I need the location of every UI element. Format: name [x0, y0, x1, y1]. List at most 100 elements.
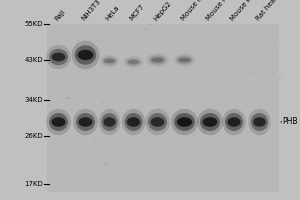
- Bar: [167, 122, 169, 123]
- Bar: [137, 176, 139, 177]
- Bar: [249, 159, 251, 160]
- Bar: [230, 145, 234, 147]
- Bar: [226, 139, 230, 140]
- Bar: [59, 144, 62, 145]
- Bar: [269, 56, 272, 57]
- Bar: [215, 72, 219, 73]
- Bar: [74, 181, 78, 182]
- Bar: [167, 109, 170, 110]
- Text: 43KD: 43KD: [24, 57, 43, 63]
- Bar: [190, 163, 194, 165]
- Bar: [67, 125, 71, 126]
- Bar: [266, 125, 271, 126]
- Ellipse shape: [177, 117, 192, 127]
- Bar: [110, 139, 111, 140]
- Bar: [166, 148, 170, 149]
- Bar: [174, 119, 177, 120]
- Bar: [148, 24, 152, 25]
- Bar: [260, 114, 263, 116]
- Bar: [142, 122, 144, 123]
- Ellipse shape: [49, 49, 68, 65]
- Bar: [103, 49, 106, 50]
- Bar: [248, 32, 250, 33]
- Bar: [191, 47, 192, 48]
- Bar: [89, 151, 91, 152]
- Text: 55KD: 55KD: [24, 21, 43, 27]
- Bar: [156, 165, 157, 167]
- Bar: [278, 77, 282, 79]
- Bar: [205, 166, 210, 167]
- Bar: [259, 155, 261, 156]
- Bar: [105, 141, 109, 142]
- Bar: [158, 59, 162, 61]
- Bar: [104, 180, 106, 181]
- Bar: [186, 170, 188, 172]
- Text: Rat heart: Rat heart: [255, 0, 280, 22]
- Bar: [138, 169, 140, 170]
- Ellipse shape: [103, 117, 116, 127]
- Ellipse shape: [174, 113, 195, 131]
- Bar: [103, 163, 108, 165]
- Bar: [119, 159, 121, 160]
- Bar: [262, 83, 266, 84]
- Ellipse shape: [251, 113, 268, 131]
- Text: 34KD: 34KD: [24, 97, 43, 103]
- Bar: [122, 157, 126, 159]
- Text: 17KD: 17KD: [24, 181, 43, 187]
- Bar: [120, 178, 122, 179]
- Bar: [162, 82, 166, 84]
- Bar: [103, 65, 104, 66]
- Bar: [84, 107, 86, 108]
- Ellipse shape: [148, 113, 167, 131]
- Bar: [244, 134, 247, 135]
- Bar: [104, 151, 108, 152]
- Bar: [157, 34, 158, 35]
- Bar: [218, 168, 220, 170]
- Bar: [144, 171, 147, 172]
- Ellipse shape: [200, 113, 220, 131]
- Bar: [268, 150, 270, 151]
- Bar: [85, 187, 86, 188]
- Bar: [117, 125, 119, 126]
- Bar: [246, 85, 248, 86]
- Bar: [228, 114, 231, 115]
- Bar: [55, 101, 59, 102]
- Ellipse shape: [102, 56, 117, 66]
- Ellipse shape: [73, 109, 98, 135]
- Bar: [206, 152, 207, 154]
- Bar: [253, 36, 255, 37]
- Bar: [171, 85, 173, 87]
- Bar: [182, 133, 184, 134]
- Bar: [143, 137, 147, 138]
- Bar: [144, 82, 146, 83]
- Bar: [184, 170, 186, 171]
- Bar: [139, 37, 142, 38]
- Ellipse shape: [151, 117, 164, 127]
- Ellipse shape: [128, 60, 139, 64]
- Bar: [59, 162, 61, 163]
- Bar: [245, 152, 246, 153]
- Bar: [178, 95, 180, 96]
- Bar: [75, 47, 79, 49]
- Bar: [50, 152, 51, 153]
- Bar: [223, 70, 225, 71]
- Bar: [133, 96, 135, 97]
- Ellipse shape: [76, 113, 95, 131]
- Ellipse shape: [197, 109, 223, 135]
- Bar: [162, 100, 166, 102]
- Bar: [93, 190, 97, 191]
- Bar: [211, 162, 213, 163]
- Ellipse shape: [71, 41, 99, 69]
- Bar: [56, 115, 60, 116]
- Ellipse shape: [52, 53, 65, 61]
- Bar: [145, 86, 149, 88]
- Bar: [167, 138, 171, 139]
- Bar: [175, 34, 179, 35]
- Bar: [213, 116, 215, 117]
- Bar: [61, 52, 64, 53]
- Ellipse shape: [100, 54, 119, 68]
- Bar: [65, 81, 69, 83]
- Bar: [272, 73, 275, 74]
- Text: Mouse kidney: Mouse kidney: [230, 0, 265, 22]
- Bar: [220, 41, 222, 42]
